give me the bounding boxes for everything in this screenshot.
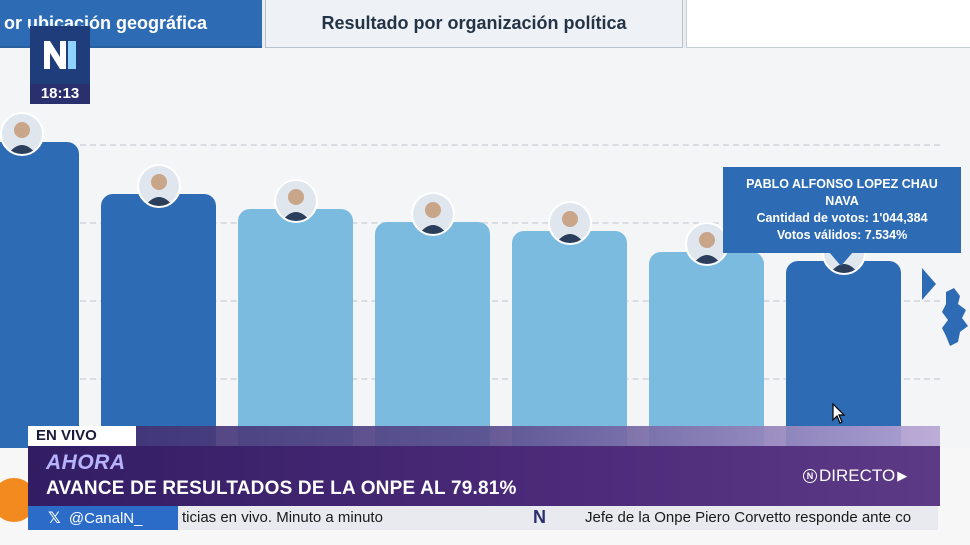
- person-icon: [138, 166, 179, 206]
- person-icon: [549, 203, 590, 243]
- ticker-text: Jefe de la Onpe Piero Corvetto responde …: [585, 509, 912, 526]
- person-icon: [412, 194, 453, 234]
- channel-logo: [30, 26, 90, 84]
- tooltip-name: PABLO ALFONSO LOPEZ CHAU NAVA: [746, 177, 938, 208]
- candidate-bar[interactable]: [101, 194, 216, 448]
- live-tag: EN VIVO: [28, 426, 136, 446]
- mouse-cursor-icon: [832, 403, 846, 424]
- candidate-bar[interactable]: [375, 222, 490, 448]
- tab-bar-filler: [686, 0, 970, 48]
- ticker-handle: @CanalN_: [68, 509, 143, 527]
- candidate-avatar: [136, 164, 181, 208]
- gridline: [80, 222, 940, 224]
- candidate-avatar: [547, 201, 592, 245]
- next-arrow-icon[interactable]: [922, 268, 936, 300]
- party-logo-icon: [0, 478, 36, 522]
- candidate-avatar: [0, 112, 44, 156]
- play-arrow-icon: ▶: [897, 468, 908, 483]
- candidate-bar[interactable]: [786, 261, 901, 448]
- gridline: [80, 300, 940, 302]
- headline-box: [28, 446, 940, 506]
- gridline: [80, 144, 940, 146]
- map-silhouette-icon: [942, 288, 968, 346]
- candidate-bar[interactable]: [238, 209, 353, 448]
- tooltip-pointer: [829, 252, 853, 266]
- tab-organizacion-politica[interactable]: Resultado por organización política: [265, 0, 683, 48]
- gridline: [80, 378, 940, 380]
- candidate-bar[interactable]: [649, 252, 764, 448]
- news-ticker: [28, 506, 938, 530]
- candidate-tooltip: PABLO ALFONSO LOPEZ CHAU NAVA Cantidad d…: [723, 167, 961, 253]
- ticker-social: 𝕏 @CanalN_: [28, 506, 178, 530]
- candidate-bar[interactable]: [0, 142, 79, 448]
- candidate-avatar: [684, 222, 729, 266]
- canal-n-logo-icon: [44, 41, 76, 69]
- ticker-n-logo-icon: N: [533, 507, 546, 527]
- tooltip-valid: Votos válidos: 7.534%: [776, 228, 908, 242]
- n-circle-icon: N: [803, 469, 817, 483]
- candidate-avatar: [410, 192, 455, 236]
- x-logo-icon: 𝕏: [48, 510, 61, 527]
- person-icon: [686, 224, 727, 264]
- live-bar: [28, 426, 940, 446]
- broadcast-clock: 18:13: [30, 84, 90, 104]
- tooltip-votes: Cantidad de votos: 1'044,384: [756, 211, 928, 225]
- directo-badge: N DIRECTO ▶: [803, 466, 907, 486]
- candidate-bar[interactable]: [512, 231, 627, 448]
- directo-label: DIRECTO: [819, 466, 896, 485]
- candidate-avatar: [273, 179, 318, 223]
- ticker-text: ticias en vivo. Minuto a minuto: [182, 509, 383, 526]
- person-icon: [275, 181, 316, 221]
- headline: AVANCE DE RESULTADOS DE LA ONPE AL 79.81…: [46, 478, 517, 499]
- ahora-label: AHORA: [46, 451, 126, 474]
- person-icon: [1, 114, 42, 154]
